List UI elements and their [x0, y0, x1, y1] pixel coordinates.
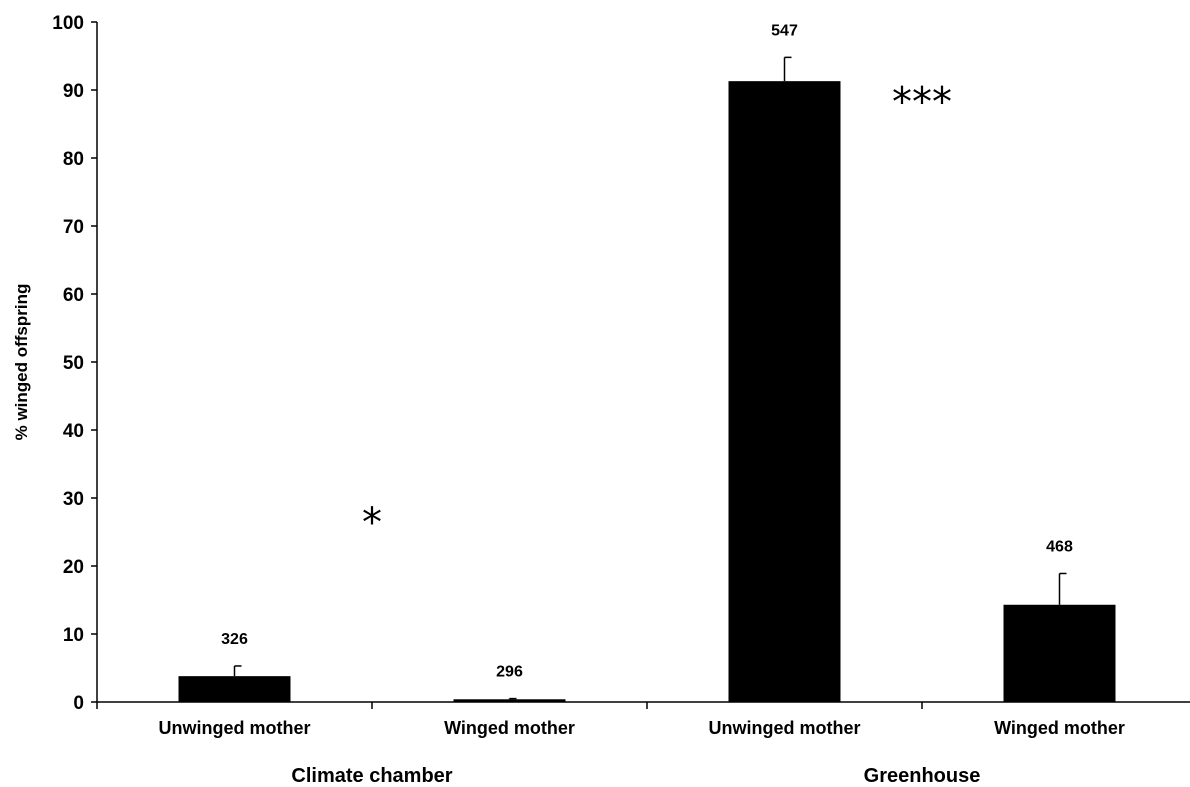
y-tick-label: 80 [63, 149, 84, 170]
y-tick-label: 70 [63, 217, 84, 238]
y-tick-label: 60 [63, 285, 84, 306]
y-axis-label: % winged offspring [12, 284, 31, 441]
category-labels: Unwinged mother Winged mother Unwinged mot… [159, 718, 1125, 738]
y-tick-label: 30 [63, 489, 84, 510]
category-label: Unwinged mother [709, 718, 861, 738]
sample-size-label: 468 [1046, 538, 1073, 555]
y-tick-label: 40 [63, 421, 84, 442]
significance-marker: *** [892, 79, 952, 125]
category-label: Winged mother [444, 718, 575, 738]
y-tick-label: 20 [63, 557, 84, 578]
group-label: Climate chamber [291, 765, 452, 787]
bars [179, 81, 1116, 702]
significance-markers: **** [362, 79, 952, 546]
y-tick-label: 100 [52, 13, 84, 34]
sample-size-label: 547 [771, 22, 798, 39]
sample-size-label: 326 [221, 631, 248, 648]
error-bars [235, 57, 1067, 699]
category-label: Unwinged mother [159, 718, 311, 738]
y-tick-label: 90 [63, 81, 84, 102]
x-axis [97, 702, 1190, 709]
y-tick-label: 0 [73, 693, 84, 714]
group-label: Greenhouse [864, 765, 981, 787]
bar [179, 676, 291, 702]
category-label: Winged mother [994, 718, 1125, 738]
group-labels: Climate chamber Greenhouse [291, 765, 980, 787]
significance-marker: * [362, 500, 382, 546]
bar [729, 81, 841, 702]
y-tick-label: 10 [63, 625, 84, 646]
sample-size-label: 296 [496, 664, 523, 681]
y-axis: 0 10 20 30 40 50 60 70 80 90 100 [52, 13, 97, 714]
y-tick-label: 50 [63, 353, 84, 374]
bar [1004, 605, 1116, 702]
